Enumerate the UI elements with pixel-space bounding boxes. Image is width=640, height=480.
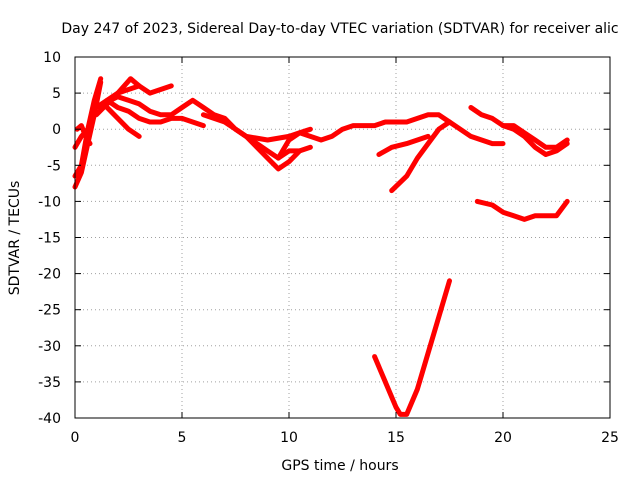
y-tick-label: -5 — [47, 158, 61, 174]
y-axis-label: SDTVAR / TECUs — [7, 181, 23, 296]
y-tick-label: 0 — [52, 122, 61, 138]
y-tick-label: -35 — [38, 375, 61, 391]
series-arc-15 — [376, 133, 431, 157]
y-tick-label: -10 — [38, 194, 61, 210]
series-arc-16 — [468, 105, 570, 157]
series-arc-8 — [104, 97, 206, 129]
y-tick-label: -15 — [38, 231, 61, 247]
series-arc-4 — [74, 123, 93, 147]
x-tick-label: 20 — [494, 430, 512, 446]
series-arc-17 — [500, 123, 570, 150]
y-tick-label: -20 — [38, 267, 61, 283]
y-tick-label: 5 — [52, 86, 61, 102]
x-tick-label: 15 — [387, 430, 405, 446]
series-arc-18 — [474, 198, 570, 222]
chart-title: Day 247 of 2023, Sidereal Day-to-day VTE… — [61, 21, 618, 37]
series-arc-12 — [275, 126, 313, 161]
series-arc-11 — [233, 126, 313, 172]
x-tick-label: 10 — [280, 430, 298, 446]
x-tick-label: 25 — [601, 430, 619, 446]
series-arc-9 — [104, 105, 142, 139]
series-arc-10 — [200, 112, 303, 161]
y-tick-label: -40 — [38, 411, 61, 427]
series-arc-14 — [389, 119, 452, 194]
y-tick-label: -30 — [38, 339, 61, 355]
x-tick-label: 5 — [178, 430, 187, 446]
series-arc-7 — [93, 94, 506, 147]
x-tick-label: 0 — [71, 430, 80, 446]
grid — [75, 57, 610, 418]
x-axis-label: GPS time / hours — [281, 458, 398, 474]
series-arc-13 — [372, 278, 452, 417]
data-traces — [72, 76, 570, 417]
y-tick-label: 10 — [43, 50, 61, 66]
axis-ticks: 0 5 10 15 20 25 10 5 0 -5 -10 -15 -20 -25 -30 -35 -40 — [38, 50, 619, 446]
y-tick-label: -25 — [38, 303, 61, 319]
